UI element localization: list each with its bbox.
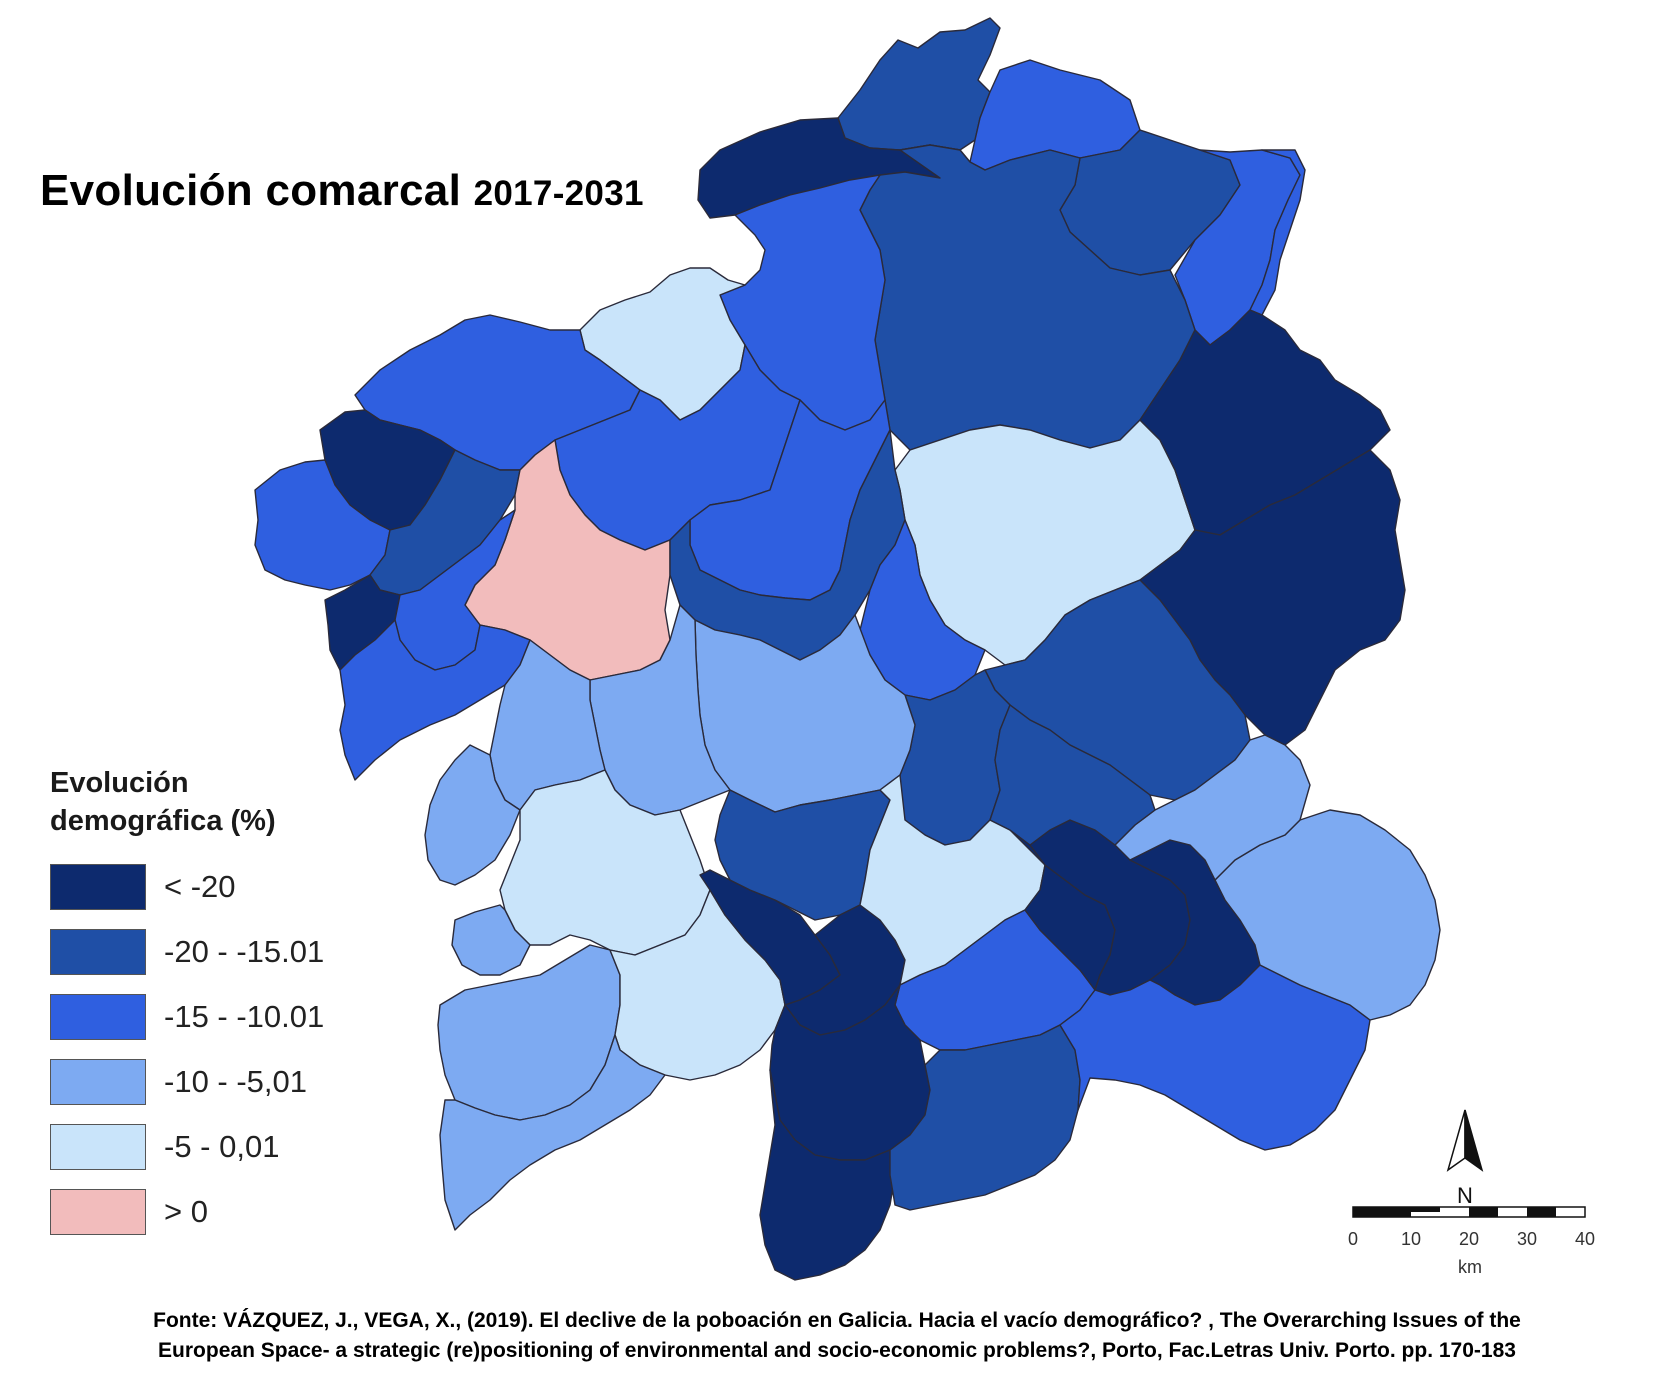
legend-label: -20 - -15.01 — [164, 933, 325, 969]
region-o-morrazo — [451, 904, 531, 976]
legend-swatch — [50, 1123, 146, 1170]
legend-label: > 0 — [164, 1193, 208, 1229]
map-title: Evolución comarcal 2017-2031 — [40, 166, 644, 216]
source-line2: European Space- a strategic (re)position… — [158, 1339, 1516, 1362]
region-a-baixa-limia — [759, 1069, 896, 1281]
scale-ticks: 0 10 20 30 40 — [1345, 1229, 1595, 1255]
scale-bar: 0 10 20 30 40 km — [1345, 1204, 1595, 1278]
legend-swatch — [50, 928, 146, 975]
region-o-salnes — [424, 744, 521, 886]
scale-bar-graphic — [1352, 1206, 1586, 1218]
north-letter: N — [1457, 1183, 1473, 1208]
title-main: Evolución comarcal — [40, 166, 462, 215]
source-line1: Fonte: VÁZQUEZ, J., VEGA, X., (2019). El… — [153, 1309, 1521, 1332]
legend-item: -15 - -10.01 — [50, 984, 390, 1049]
legend-label: < -20 — [164, 868, 236, 904]
legend-item: -10 - -5,01 — [50, 1049, 390, 1114]
legend-rows: < -20 -20 - -15.01 -15 - -10.01 -10 - -5,01… — [50, 854, 390, 1244]
legend-item: -20 - -15.01 — [50, 919, 390, 984]
title-years: 2017-2031 — [473, 174, 644, 213]
region-o-baixo-mino — [439, 1034, 666, 1231]
region-ortegal — [837, 17, 1001, 151]
legend-label: -15 - -10.01 — [164, 998, 325, 1034]
region-valdeorras — [1114, 734, 1311, 881]
region-verin — [1059, 964, 1371, 1151]
legend-title: Evolución demográfica (%) — [50, 764, 390, 840]
scale-tick-label: 30 — [1516, 1229, 1538, 1249]
north-arrow: N — [1440, 1108, 1490, 1209]
legend-label: -10 - -5,01 — [164, 1063, 308, 1099]
scale-unit: km — [1458, 1257, 1482, 1277]
region-a-limia — [889, 1024, 1081, 1211]
legend: Evolución demográfica (%) < -20 -20 - -15… — [50, 764, 390, 1244]
legend-title-line1: Evolución — [50, 767, 189, 799]
legend-swatch — [50, 863, 146, 910]
legend-label: -5 - 0,01 — [164, 1128, 280, 1164]
legend-title-line2: demográfica (%) — [50, 805, 276, 837]
scale-tick-label: 20 — [1458, 1229, 1480, 1249]
legend-swatch — [50, 1058, 146, 1105]
scale-tick-label: 10 — [1400, 1229, 1422, 1249]
scale-tick-label: 40 — [1574, 1229, 1596, 1249]
legend-item: -5 - 0,01 — [50, 1114, 390, 1179]
source-citation: Fonte: VÁZQUEZ, J., VEGA, X., (2019). El… — [0, 1306, 1674, 1366]
legend-swatch — [50, 993, 146, 1040]
scale-tick-label: 0 — [1347, 1229, 1359, 1249]
region-quiroga — [989, 704, 1156, 846]
legend-swatch — [50, 1188, 146, 1235]
north-arrow-icon — [1446, 1109, 1484, 1172]
legend-item: > 0 — [50, 1179, 390, 1244]
legend-item: < -20 — [50, 854, 390, 919]
